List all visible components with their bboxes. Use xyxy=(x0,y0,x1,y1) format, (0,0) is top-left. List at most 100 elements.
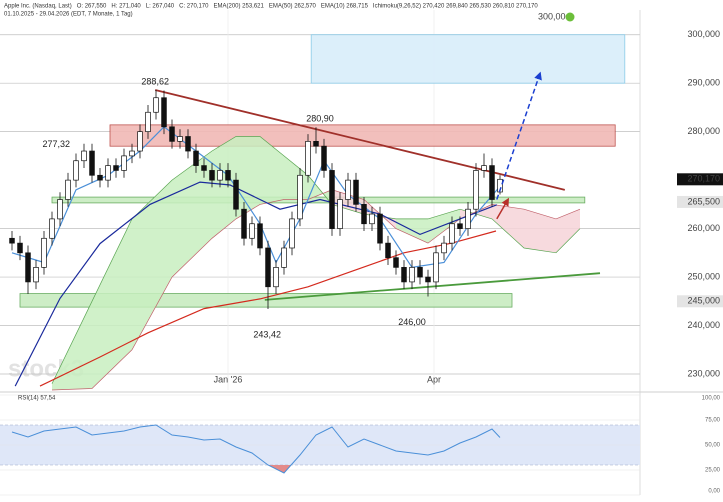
candle-body xyxy=(441,242,447,254)
cloud-segment xyxy=(52,301,92,390)
candle-body xyxy=(265,247,271,288)
candle-body xyxy=(457,223,463,229)
price-marker-label: 270,170 xyxy=(687,174,720,184)
y-tick-label: 240,000 xyxy=(687,320,720,330)
candle-body xyxy=(241,208,247,239)
rsi-tick-label: 0,00 xyxy=(708,489,720,495)
arrow xyxy=(496,197,510,220)
candle-body xyxy=(177,136,183,142)
candle-body xyxy=(17,242,23,254)
cloud-segment xyxy=(556,209,580,253)
ohlc-value: O: 267,550 xyxy=(77,4,107,10)
candle-body xyxy=(169,126,175,142)
candle-body xyxy=(217,170,223,181)
rsi-line xyxy=(11,424,501,474)
price-marker-label: 265,500 xyxy=(687,196,720,206)
candle-body xyxy=(329,170,335,229)
price-annotation: 277,32 xyxy=(42,139,70,149)
candle-body xyxy=(89,150,95,176)
zone xyxy=(310,34,626,84)
price-annotation: 243,42 xyxy=(253,329,281,339)
y-tick-label: 300,000 xyxy=(687,29,720,39)
x-tick-label: Apr xyxy=(427,374,441,384)
ema-line xyxy=(39,230,497,387)
candle-body xyxy=(273,267,279,288)
cloud-edge xyxy=(51,136,581,384)
candle-body xyxy=(201,165,207,171)
candle-body xyxy=(369,213,375,225)
price-marker xyxy=(677,195,723,208)
candle-body xyxy=(121,155,127,171)
candle-body xyxy=(193,150,199,166)
cloud-segment xyxy=(492,204,524,248)
candle-body xyxy=(337,199,343,229)
candle-body xyxy=(377,213,383,244)
candle-body xyxy=(313,141,319,147)
candle-body xyxy=(153,97,159,113)
rsi-panel: 100,00 75,00 50,00 25,00 0,00 RSI(14) 57,54 xyxy=(0,391,723,496)
legend-entry: EMA(50) 262,570 xyxy=(269,4,317,10)
candle-body xyxy=(433,252,439,283)
candle-body xyxy=(49,218,55,239)
candle-body xyxy=(97,174,103,181)
cloud-segment xyxy=(212,136,236,239)
candle-body xyxy=(393,257,399,268)
target-label: 300,00 xyxy=(538,11,566,21)
ema-line xyxy=(14,181,498,387)
candle-body xyxy=(9,237,15,244)
price-annotation: 288,62 xyxy=(141,76,169,86)
candle-body xyxy=(57,199,63,220)
candle-body xyxy=(417,267,423,278)
y-tick-label: 290,000 xyxy=(687,78,720,88)
y-tick-label: 280,000 xyxy=(687,126,720,136)
candle-body xyxy=(385,242,391,259)
candle-body xyxy=(129,150,135,157)
candle-body xyxy=(321,145,327,171)
cloud-segment xyxy=(524,209,556,253)
candle-body xyxy=(345,179,351,200)
trendline xyxy=(154,89,566,191)
legend-entry: EMA(10) 268,715 xyxy=(321,4,369,10)
candle-body xyxy=(161,97,167,128)
candle-body xyxy=(465,208,471,229)
candle-body xyxy=(425,276,431,283)
target-icon xyxy=(565,12,575,22)
y-tick-label: 230,000 xyxy=(687,368,720,378)
candle-body xyxy=(209,170,215,181)
rsi-title: RSI(14) 57,54 xyxy=(18,396,56,402)
candle-body xyxy=(137,131,143,152)
header: Apple Inc. (Nasdaq, Last) O: 267,550 H: 27… xyxy=(4,4,575,22)
candle-body xyxy=(481,165,487,171)
x-tick-label: Jan '26 xyxy=(214,374,243,384)
instrument-title: Apple Inc. (Nasdaq, Last) xyxy=(4,4,72,10)
cloud-segment xyxy=(236,136,260,219)
candle-body xyxy=(249,223,255,239)
candle-body xyxy=(233,179,239,210)
candle-body xyxy=(297,174,303,220)
candle-body xyxy=(281,247,287,268)
arrow xyxy=(496,71,542,200)
candle-body xyxy=(361,204,367,225)
legend-entry: Ichimoku(9,26,52) 270,420 269,840 265,53… xyxy=(373,4,538,10)
cloud-segment xyxy=(132,180,172,350)
candle-body xyxy=(113,165,119,171)
candle-body xyxy=(145,111,151,133)
price-panel: 288,62 277,32 280,90 243,42 246,00 270,170 265… xyxy=(9,34,723,391)
candle-body xyxy=(65,179,71,200)
rsi-tick-label: 50,00 xyxy=(705,443,721,449)
candle-body xyxy=(81,150,87,162)
trendline xyxy=(264,272,601,301)
candle-body xyxy=(41,237,47,268)
candle-body xyxy=(409,267,415,283)
candle-body xyxy=(257,223,263,249)
price-marker-label: 245,000 xyxy=(687,296,720,306)
candle-body xyxy=(225,170,231,181)
ohlc-value: C: 270,170 xyxy=(179,4,209,10)
legend-entry: EMA(200) 253,621 xyxy=(213,4,264,10)
ohlc-value: H: 271,040 xyxy=(111,4,141,10)
price-marker xyxy=(677,173,723,186)
candle-body xyxy=(449,223,455,244)
candle-body xyxy=(105,165,111,181)
cloud-edge xyxy=(51,189,581,391)
